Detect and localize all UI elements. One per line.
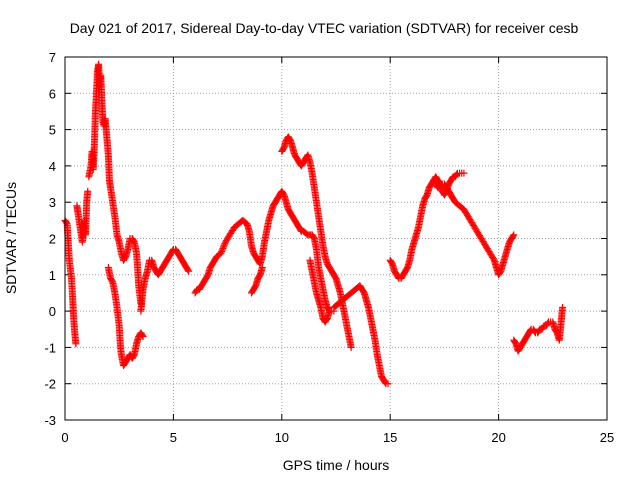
data-point	[509, 232, 517, 240]
data-point	[84, 187, 92, 195]
data-point	[138, 331, 146, 339]
data-point	[220, 241, 228, 249]
data-point	[559, 303, 567, 311]
data-point	[460, 169, 468, 177]
y-axis-label: SDTVAR / TECUs	[3, 182, 19, 294]
y-tick-label: -3	[44, 413, 56, 428]
chart-title: Day 021 of 2017, Sidereal Day-to-day VTE…	[70, 20, 579, 36]
plot-frame	[64, 56, 608, 421]
data-point	[218, 246, 226, 254]
data-points	[61, 60, 567, 388]
data-point	[72, 340, 80, 348]
data-point	[184, 266, 192, 274]
y-tick-label: 3	[49, 195, 56, 210]
y-tick-label: 2	[49, 232, 56, 247]
x-tick-label: 0	[61, 430, 68, 445]
grid	[65, 57, 607, 420]
data-point	[347, 343, 355, 351]
tick-labels: 0 5 10 15 20 25 -3 -2 -1 0 1 2 3 4 5 6 7	[44, 50, 614, 445]
data-point	[219, 244, 227, 252]
data-point	[510, 231, 518, 239]
y-tick-label: -1	[44, 340, 56, 355]
y-tick-label: 0	[49, 304, 56, 319]
data-point	[217, 249, 225, 257]
y-tick-label: 7	[49, 50, 56, 65]
data-point	[218, 247, 226, 255]
data-point	[221, 240, 229, 248]
x-tick-label: 10	[275, 430, 289, 445]
y-tick-label: 1	[49, 268, 56, 283]
data-point	[220, 243, 228, 251]
x-axis-label: GPS time / hours	[283, 457, 390, 473]
data-point	[325, 307, 333, 315]
y-tick-label: 6	[49, 86, 56, 101]
data-point	[185, 267, 193, 275]
y-tick-label: -2	[44, 377, 56, 392]
y-tick-label: 4	[49, 159, 56, 174]
data-point	[384, 380, 392, 388]
x-tick-label: 20	[491, 430, 505, 445]
x-tick-label: 25	[600, 430, 614, 445]
data-point	[258, 264, 266, 272]
x-tick-label: 15	[383, 430, 397, 445]
data-point	[139, 333, 147, 341]
x-tick-label: 5	[170, 430, 177, 445]
y-tick-label: 5	[49, 123, 56, 138]
